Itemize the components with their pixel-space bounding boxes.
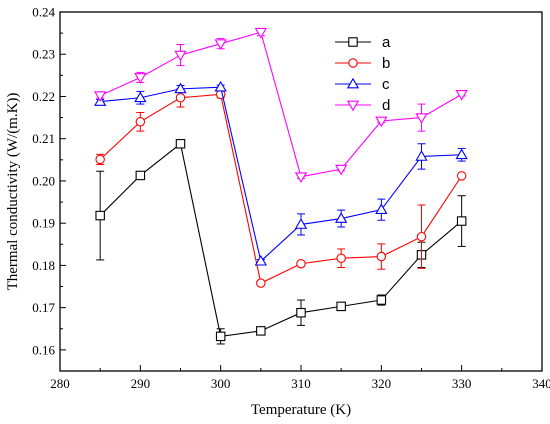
series-b [95,87,467,288]
legend-marker [348,58,358,68]
data-point [254,254,267,266]
data-point [95,154,105,165]
data-point [135,117,146,127]
data-point [375,203,388,215]
data-point [174,82,187,94]
data-point [415,150,428,161]
legend-label: d [382,97,390,114]
y-tick-label: 0.22 [32,89,55,104]
data-point [95,210,105,221]
data-point [174,50,187,62]
data-point [294,218,308,229]
legend-label: a [382,34,391,51]
data-point [415,113,428,124]
data-point [416,231,427,242]
legend-label: c [382,76,390,93]
data-point [455,148,468,160]
data-point [256,278,266,288]
legend-label: b [382,55,390,72]
y-axis-title: Thermal conductivity (W/(m.K)) [5,93,21,291]
x-tick-label: 290 [131,376,151,391]
data-point [294,172,308,184]
legend-marker [348,37,358,47]
data-point [335,164,348,176]
series-d [94,27,468,184]
y-tick-label: 0.19 [32,216,55,231]
x-tick-label: 340 [532,376,550,391]
data-point [134,73,147,84]
y-tick-label: 0.17 [32,300,55,315]
legend-marker [346,100,360,112]
series-d-line [99,31,462,178]
y-tick-label: 0.18 [32,258,55,273]
data-point [134,91,147,103]
data-point [256,326,266,336]
data-point [254,27,267,39]
data-point [455,90,468,101]
data-point [296,258,306,269]
y-tick-label: 0.20 [32,173,55,188]
data-point [215,331,226,342]
x-tick-label: 320 [372,376,392,391]
legend-marker [346,77,360,89]
x-tick-label: 280 [50,376,70,391]
data-point [375,116,388,128]
series-b-line [99,93,463,284]
data-point [456,171,467,181]
data-point [376,295,387,305]
y-tick-label: 0.16 [32,342,55,357]
x-tick-label: 300 [211,376,231,391]
legend-item-c: c [335,76,390,93]
data-point [214,39,227,50]
data-point [175,139,186,149]
axes: 280 290 300 310 320 330 340 0.16 0.17 0.18 0.19 0.2… [32,5,550,392]
legend-item-b: b [335,55,390,72]
x-axis-title: Temperature (K) [251,402,351,418]
series-layer [94,27,468,345]
legend-item-a: a [335,34,391,51]
series-a-line [99,142,463,337]
y-tick-label: 0.23 [32,47,55,62]
y-tick-label: 0.21 [32,131,55,146]
data-point [94,91,107,102]
series-c [94,80,468,266]
series-c-line [100,86,462,263]
x-tick-label: 310 [291,376,311,391]
data-point [336,301,346,312]
data-point [335,212,348,223]
data-point [456,216,467,226]
data-point [296,307,306,318]
data-point [214,80,227,92]
x-tick-label: 330 [452,376,472,391]
data-point [376,251,387,262]
y-tick-label: 0.24 [32,5,55,20]
legend-item-d: d [335,97,390,114]
data-point [175,92,186,103]
data-point [336,253,346,263]
data-point [135,170,146,181]
